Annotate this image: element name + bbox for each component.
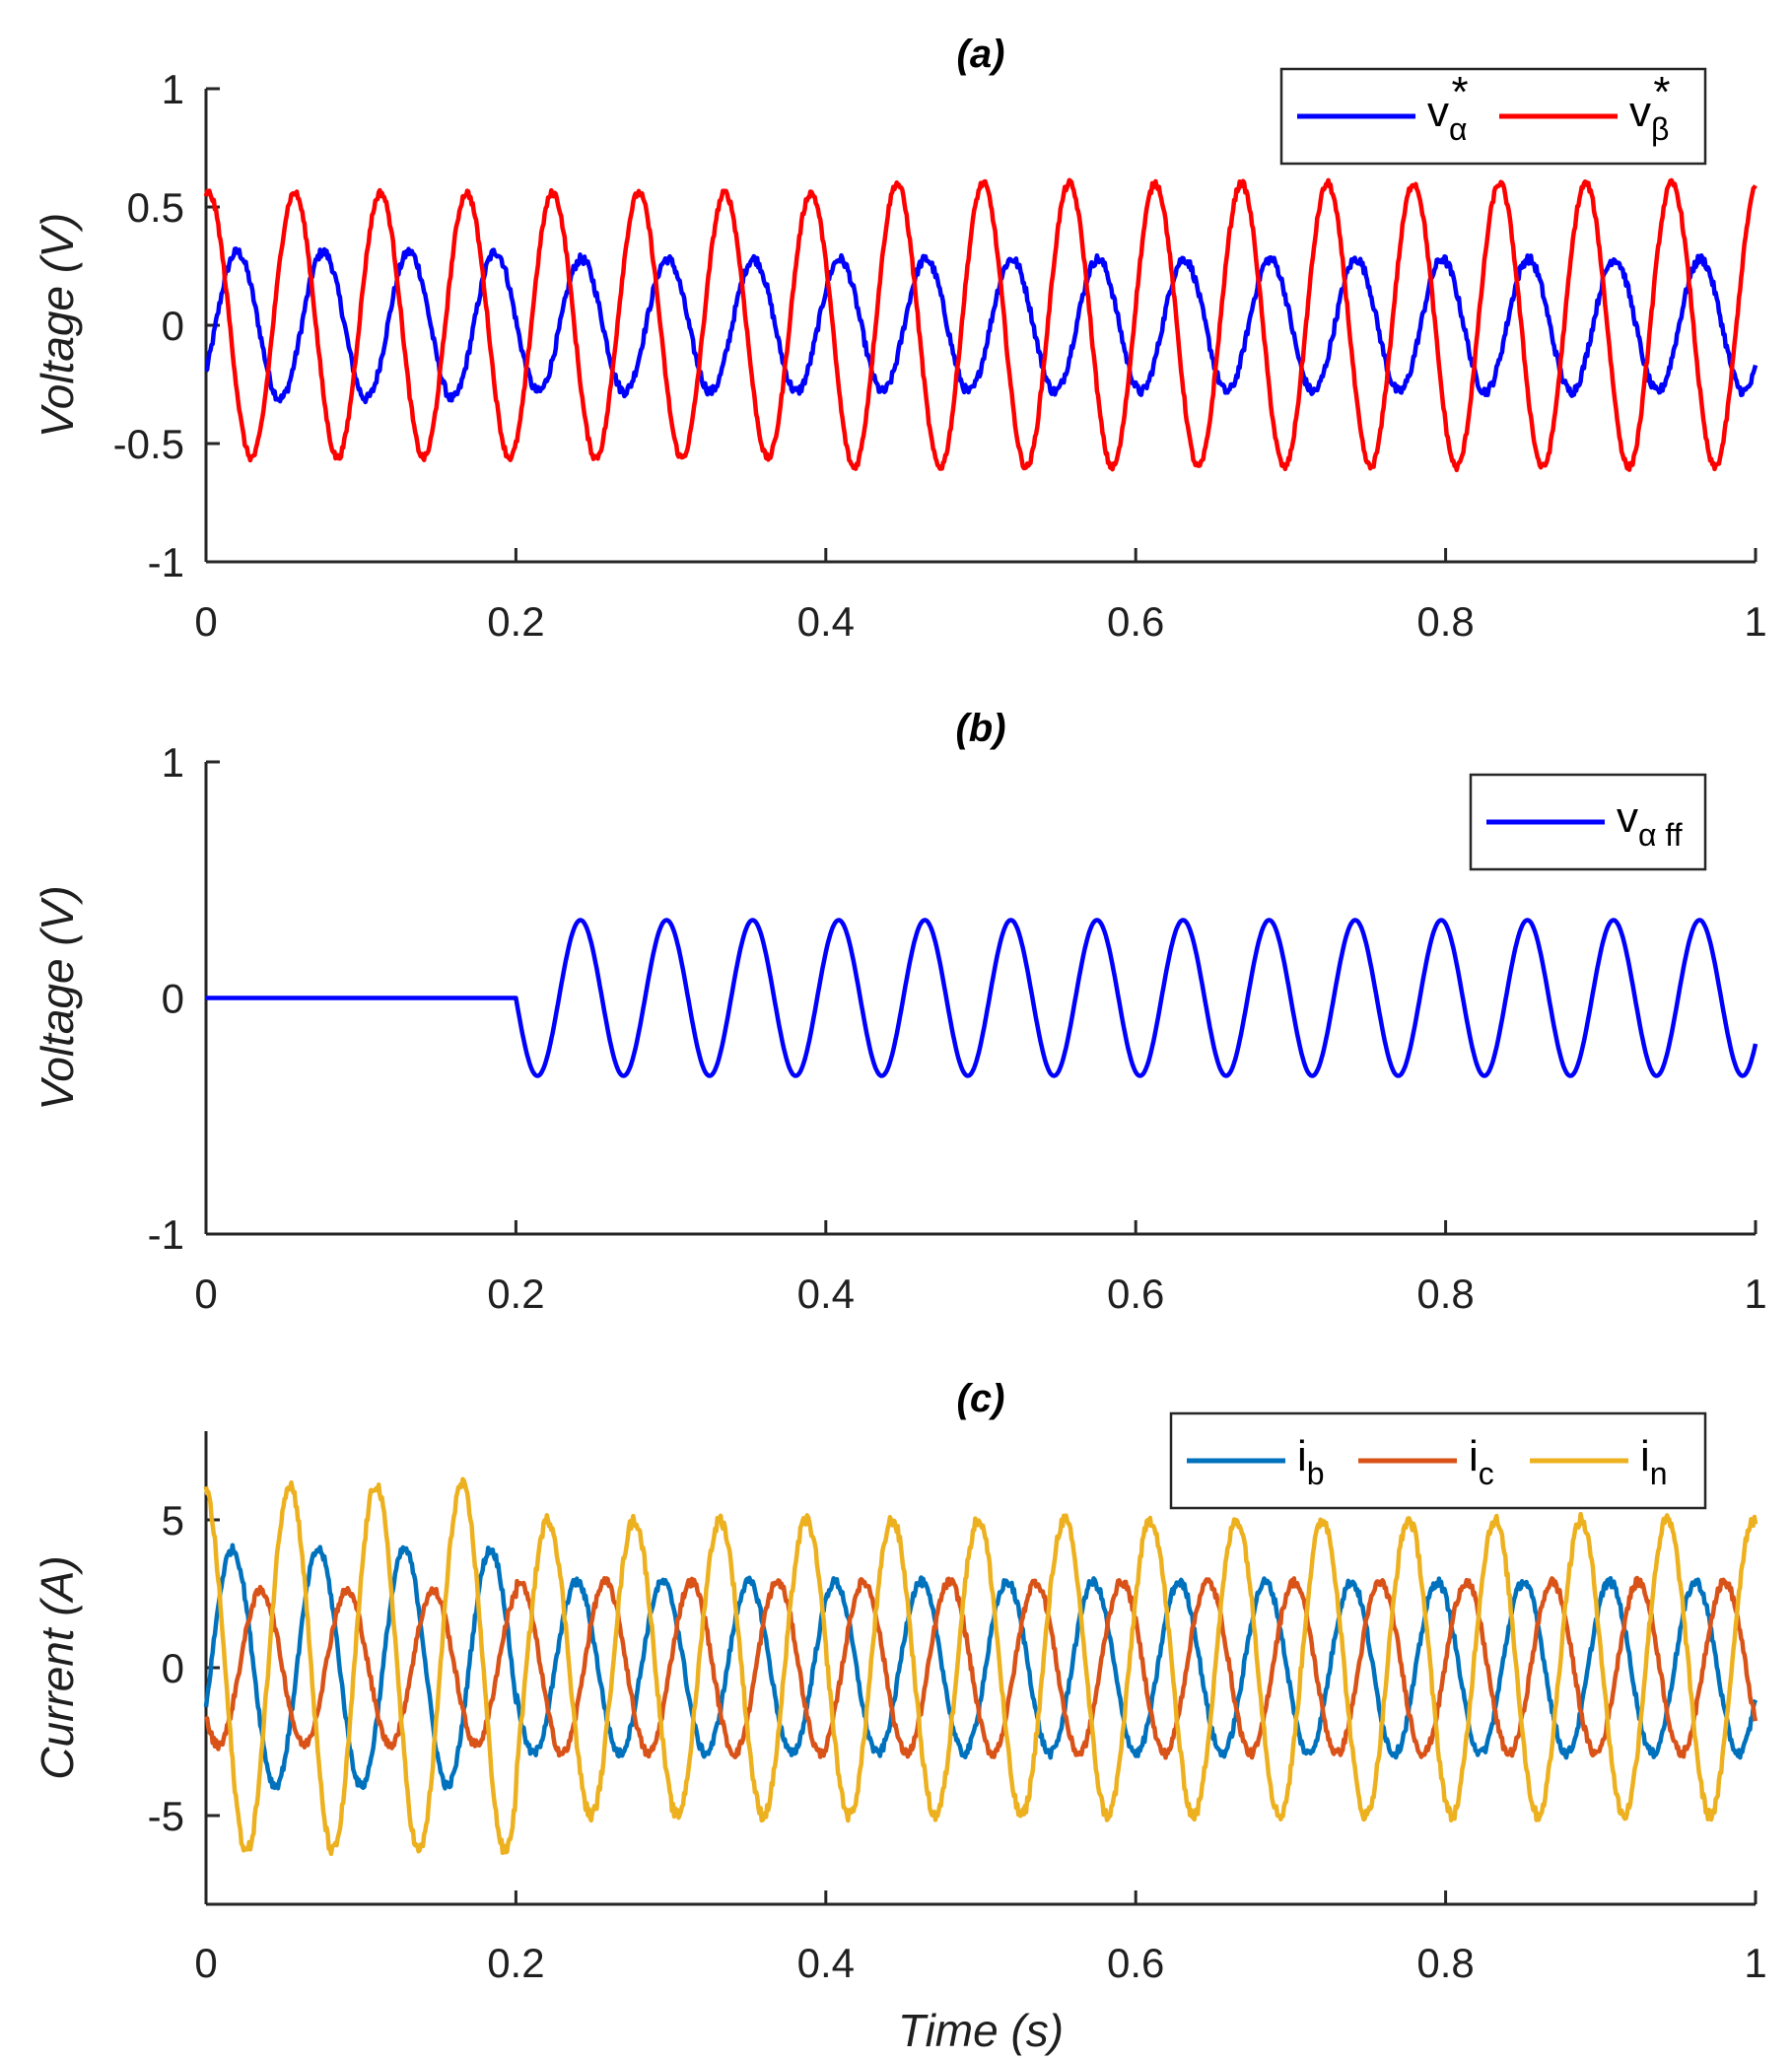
x-tick-label: 1 xyxy=(1744,598,1766,645)
panel-title: (b) xyxy=(955,707,1005,750)
y-tick-label: -5 xyxy=(148,1793,184,1839)
series-line-n xyxy=(203,1476,1758,1857)
legend-label: vβ* xyxy=(1629,68,1671,147)
x-tick-label: 0.6 xyxy=(1107,1270,1164,1317)
x-tick-label: 1 xyxy=(1744,1270,1766,1317)
x-tick-label: 0.8 xyxy=(1416,598,1474,645)
legend-label: ib xyxy=(1297,1432,1325,1491)
legend-label: vα* xyxy=(1427,68,1469,147)
series-line-β xyxy=(203,177,1758,473)
legend-label: ic xyxy=(1469,1432,1494,1491)
x-tick-label: 1 xyxy=(1744,1940,1766,1986)
x-tick-label: 0.6 xyxy=(1107,598,1164,645)
panel-a: (a) 0 0.2 0.4 0.6 0.8 1 -1 -0.5 0 0.5 1 Voltage (V) v… xyxy=(32,33,1767,645)
y-axis-label: Current (A) xyxy=(32,1555,83,1779)
x-tick-label: 0 xyxy=(194,1940,217,1986)
legend-label: in xyxy=(1640,1432,1668,1491)
x-tick-label: 0.6 xyxy=(1107,1940,1164,1986)
y-tick-label: 0 xyxy=(162,303,184,349)
x-tick-label: 0.8 xyxy=(1416,1270,1474,1317)
panel-c: (c) 0 0.2 0.4 0.6 0.8 1 -5 0 5 Current (A) Time (s)… xyxy=(32,1377,1767,2056)
y-tick-label: 0.5 xyxy=(127,184,184,231)
legend: vα ff xyxy=(1469,773,1707,871)
y-tick-label: 0 xyxy=(162,976,184,1022)
panel-title: (c) xyxy=(957,1377,1005,1420)
x-axis-label: Time (s) xyxy=(898,2005,1064,2056)
y-tick-label: 5 xyxy=(162,1497,184,1544)
x-tick-label: 0.4 xyxy=(797,1270,855,1317)
y-tick-label: -1 xyxy=(148,539,184,585)
series-line-α xyxy=(204,246,1758,405)
series-line-c xyxy=(204,1575,1758,1760)
x-tick-label: 0.2 xyxy=(487,598,544,645)
y-tick-label: -0.5 xyxy=(113,421,184,467)
legend: ib ic in xyxy=(1169,1411,1707,1510)
x-tick-label: 0 xyxy=(194,1270,217,1317)
x-tick-label: 0.2 xyxy=(487,1940,544,1986)
y-axis-label: Voltage (V) xyxy=(32,213,83,438)
y-tick-label: 1 xyxy=(162,66,184,112)
series-line-α-ff xyxy=(204,918,1758,1078)
x-tick-label: 0.4 xyxy=(797,598,855,645)
y-tick-label: 1 xyxy=(162,739,184,786)
legend-label: vα ff xyxy=(1617,793,1683,853)
panel-title: (a) xyxy=(957,33,1005,76)
y-tick-label: -1 xyxy=(148,1211,184,1258)
legend: vα* vβ* xyxy=(1279,67,1707,166)
y-tick-label: 0 xyxy=(162,1645,184,1691)
x-tick-label: 0 xyxy=(194,598,217,645)
x-tick-label: 0.2 xyxy=(487,1270,544,1317)
x-tick-label: 0.8 xyxy=(1416,1940,1474,1986)
x-tick-label: 0.4 xyxy=(797,1940,855,1986)
y-axis-label: Voltage (V) xyxy=(32,885,83,1110)
